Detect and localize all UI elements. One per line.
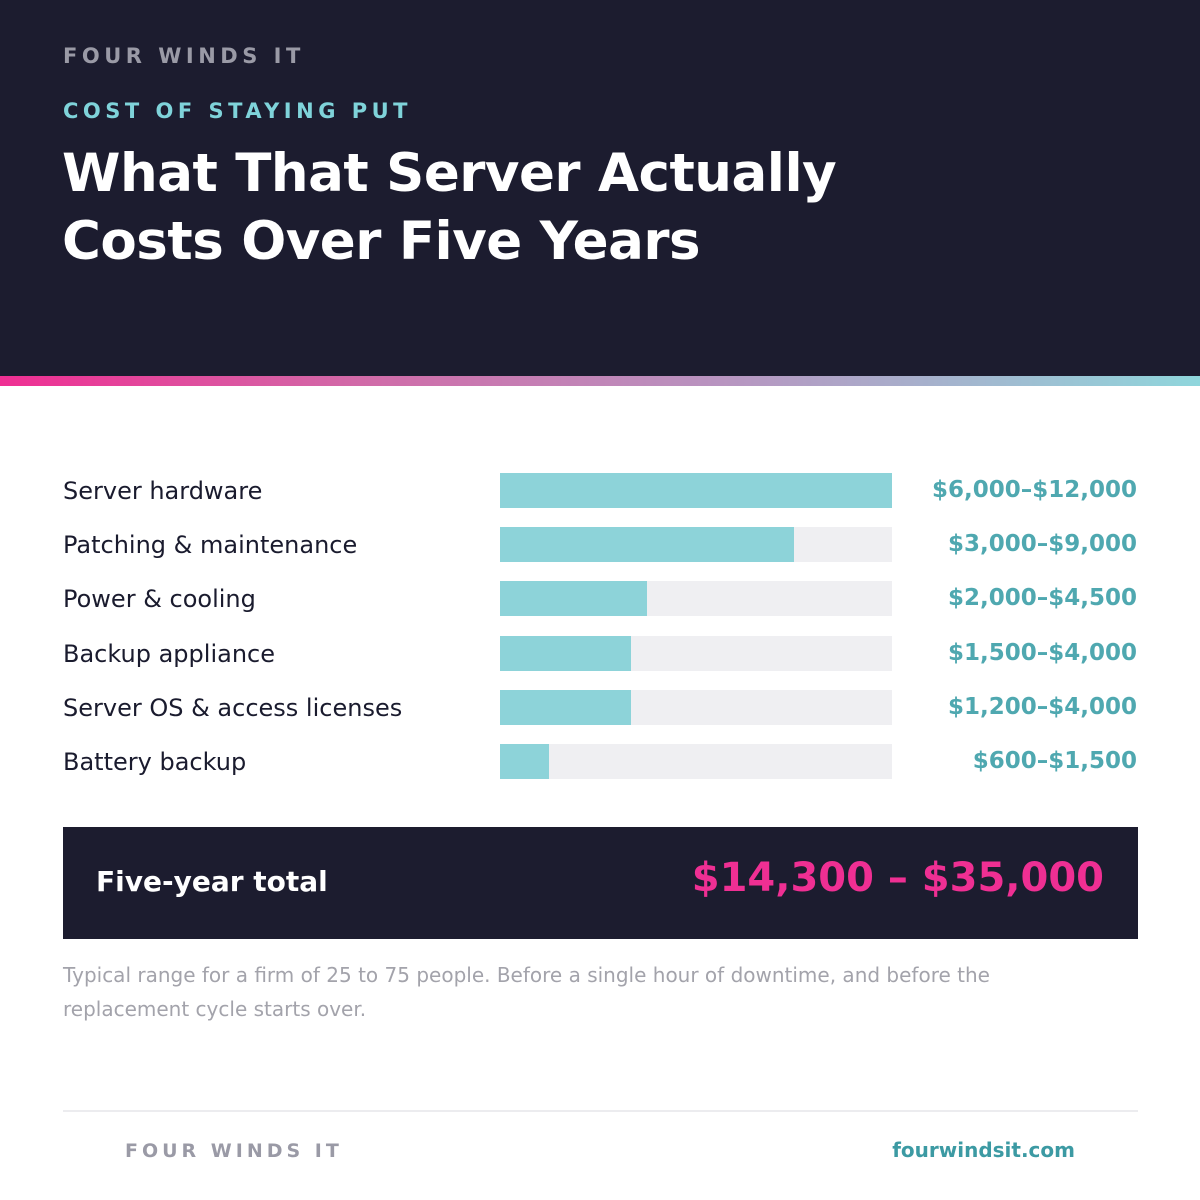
bar-value-label: $1,500–$4,000 [947,640,1137,666]
bar-value-label: $1,200–$4,000 [947,694,1137,720]
bar-label: Server hardware [63,477,263,505]
bar-track [500,581,892,616]
bar-label: Power & cooling [63,585,256,613]
header: FOUR WINDS IT COST OF STAYING PUT What T… [0,0,1200,376]
bar-label: Backup appliance [63,640,275,668]
bar-label: Patching & maintenance [63,531,358,559]
bar-label: Battery backup [63,748,247,776]
brand-name: FOUR WINDS IT [63,44,305,68]
bar-track [500,636,892,671]
bar-label: Server OS & access licenses [63,694,403,722]
bar-value-label: $600–$1,500 [972,748,1137,774]
gradient-divider [0,376,1200,386]
bar-value-label: $2,000–$4,500 [947,585,1137,611]
bar [500,473,892,508]
bar-track [500,527,892,562]
bar-value-label: $3,000–$9,000 [947,531,1137,557]
bar-value-label: $6,000–$12,000 [931,477,1137,503]
total-value: $14,300 – $35,000 [691,855,1104,901]
total-panel: Five-year total $14,300 – $35,000 [63,827,1138,939]
bar [500,581,647,616]
bar-track [500,744,892,779]
bar [500,690,631,725]
bar [500,744,549,779]
bar [500,527,794,562]
total-label: Five-year total [96,865,328,898]
page-title: What That Server Actually Costs Over Fiv… [62,143,837,272]
bar-track [500,473,892,508]
footnote: Typical range for a firm of 25 to 75 peo… [63,963,990,1021]
footer-divider [63,1110,1138,1112]
eyebrow-label: COST OF STAYING PUT [63,99,413,123]
bar-track [500,690,892,725]
footer-brand: FOUR WINDS IT [125,1140,343,1162]
website-link[interactable]: fourwindsit.com [892,1138,1075,1162]
bar [500,636,631,671]
